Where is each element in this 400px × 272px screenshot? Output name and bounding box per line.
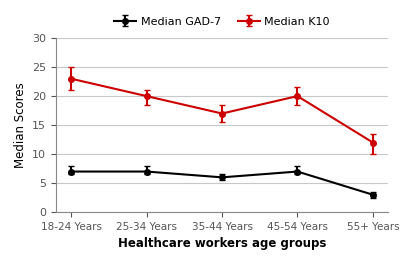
Legend: Median GAD-7, Median K10: Median GAD-7, Median K10: [110, 12, 334, 31]
X-axis label: Healthcare workers age groups: Healthcare workers age groups: [118, 237, 326, 251]
Y-axis label: Median Scores: Median Scores: [14, 82, 26, 168]
